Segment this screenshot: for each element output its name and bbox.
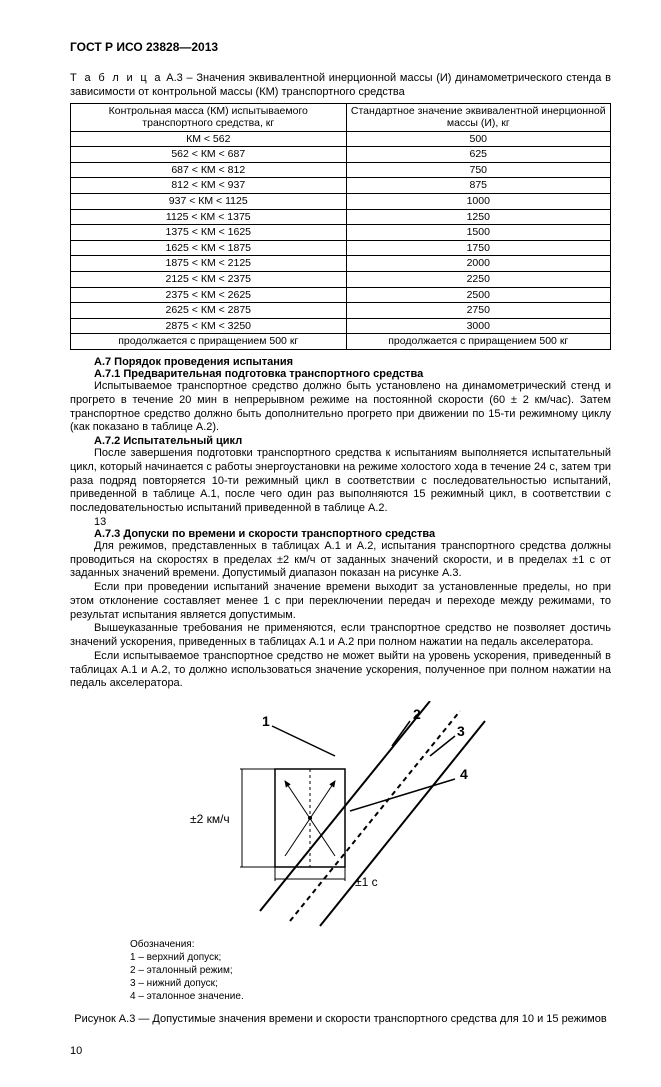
cell: 812 < КМ < 937 <box>71 178 347 194</box>
diagram-legend: Обозначения: 1 – верхний допуск; 2 – эта… <box>130 938 611 1003</box>
table-row: продолжается с приращением 500 кгпродолж… <box>71 334 611 350</box>
leader-4: 4 <box>460 766 468 782</box>
page: ГОСТ Р ИСО 23828—2013 Т а б л и ц а А.3 … <box>0 0 661 1087</box>
leader-1: 1 <box>262 713 270 729</box>
tol-time-label: ±1 с <box>355 875 378 889</box>
cell: 2500 <box>346 287 610 303</box>
mass-table: Контрольная масса (КМ) испытываемого тра… <box>70 103 611 351</box>
para-a7-1: Испытываемое транспортное средство должн… <box>70 380 611 435</box>
cell: 1125 < КМ < 1375 <box>71 209 347 225</box>
heading-a7-3: А.7.3 Допуски по времени и скорости тран… <box>70 528 611 540</box>
heading-a7-2: А.7.2 Испытательный цикл <box>70 435 611 447</box>
table-row: 687 < КМ < 812750 <box>71 162 611 178</box>
table-row: 2875 < КМ < 32503000 <box>71 318 611 334</box>
para-a7-3-4: Если испытываемое транспортное средство … <box>70 650 611 691</box>
cell: 1000 <box>346 194 610 210</box>
cell: 1875 < КМ < 2125 <box>71 256 347 272</box>
legend-item: 2 – эталонный режим; <box>130 964 611 977</box>
cell: 2250 <box>346 272 610 288</box>
para-a7-3-3: Вышеуказанные требования не применяются,… <box>70 622 611 650</box>
cell: 1250 <box>346 209 610 225</box>
table-row: 937 < КМ < 11251000 <box>71 194 611 210</box>
para-a7-2: После завершения подготовки транспортног… <box>70 447 611 516</box>
cell: 1375 < КМ < 1625 <box>71 225 347 241</box>
cell: 687 < КМ < 812 <box>71 162 347 178</box>
table-row: 1625 < КМ < 18751750 <box>71 240 611 256</box>
cell: 2625 < КМ < 2875 <box>71 303 347 319</box>
cell: КМ < 562 <box>71 131 347 147</box>
cell: 3000 <box>346 318 610 334</box>
table-col1-header: Контрольная масса (КМ) испытываемого тра… <box>71 103 347 131</box>
table-col2-header: Стандартное значение эквивалентной инерц… <box>346 103 610 131</box>
table-row: КМ < 562500 <box>71 131 611 147</box>
cell: продолжается с приращением 500 кг <box>71 334 347 350</box>
table-row: 1375 < КМ < 16251500 <box>71 225 611 241</box>
para-a7-3-1: Для режимов, представленных в таблицах А… <box>70 540 611 581</box>
table-row: 2625 < КМ < 28752750 <box>71 303 611 319</box>
tolerance-diagram: ±2 км/ч ±1 с 1 2 3 4 <box>130 701 611 934</box>
section-a7: А.7 Порядок проведения испытания А.7.1 П… <box>70 356 611 691</box>
table-row: 2375 < КМ < 26252500 <box>71 287 611 303</box>
tol-speed-label: ±2 км/ч <box>190 812 230 826</box>
cell: 625 <box>346 147 610 163</box>
para-a7-3-2: Если при проведении испытаний значение в… <box>70 581 611 622</box>
cell: 500 <box>346 131 610 147</box>
legend-item: 1 – верхний допуск; <box>130 951 611 964</box>
cell: 2000 <box>346 256 610 272</box>
heading-a7-1: А.7.1 Предварительная подготовка транспо… <box>70 368 611 380</box>
leader-3: 3 <box>457 723 465 739</box>
table-row: 562 < КМ < 687625 <box>71 147 611 163</box>
cell: 562 < КМ < 687 <box>71 147 347 163</box>
cell: 2125 < КМ < 2375 <box>71 272 347 288</box>
cell: 2750 <box>346 303 610 319</box>
cell: 1625 < КМ < 1875 <box>71 240 347 256</box>
table-caption: Т а б л и ц а А.3 – Значения эквивалентн… <box>70 72 611 100</box>
legend-item: 4 – эталонное значение. <box>130 990 611 1003</box>
figure-caption: Рисунок А.3 — Допустимые значения времен… <box>70 1013 611 1025</box>
cell: 937 < КМ < 1125 <box>71 194 347 210</box>
table-row: 1125 < КМ < 13751250 <box>71 209 611 225</box>
page-number: 10 <box>70 1045 611 1057</box>
table-caption-prefix: Т а б л и ц а <box>70 72 163 84</box>
legend-title: Обозначения: <box>130 938 611 951</box>
loose-number: 13 <box>70 516 611 528</box>
cell: 2875 < КМ < 3250 <box>71 318 347 334</box>
cell: 750 <box>346 162 610 178</box>
leader-2: 2 <box>413 706 421 722</box>
document-header: ГОСТ Р ИСО 23828—2013 <box>70 40 611 54</box>
cell: 1500 <box>346 225 610 241</box>
cell: 2375 < КМ < 2625 <box>71 287 347 303</box>
table-row: 2125 < КМ < 23752250 <box>71 272 611 288</box>
cell: 1750 <box>346 240 610 256</box>
legend-item: 3 – нижний допуск; <box>130 977 611 990</box>
table-row: 1875 < КМ < 21252000 <box>71 256 611 272</box>
cell: продолжается с приращением 500 кг <box>346 334 610 350</box>
cell: 875 <box>346 178 610 194</box>
heading-a7: А.7 Порядок проведения испытания <box>70 356 611 368</box>
table-row: 812 < КМ < 937875 <box>71 178 611 194</box>
